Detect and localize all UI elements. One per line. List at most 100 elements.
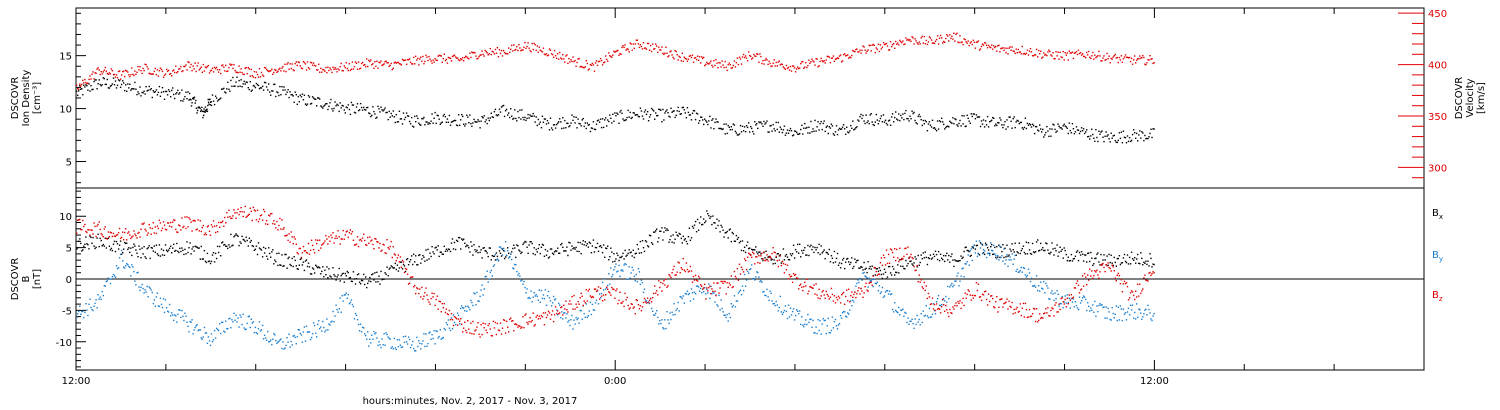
bx-point	[184, 248, 186, 251]
velocity-point	[1111, 58, 1113, 60]
bz-point	[521, 326, 523, 328]
by-point	[617, 270, 619, 272]
velocity-point	[992, 48, 994, 50]
bz-point	[637, 304, 640, 306]
by-point	[932, 303, 935, 305]
bx-point	[636, 243, 638, 246]
bz-point	[644, 301, 647, 303]
bz-point	[209, 234, 212, 236]
ion-density-point	[303, 94, 306, 96]
bx-point	[474, 249, 476, 251]
ion-density-point	[1077, 129, 1080, 131]
bx-point	[285, 253, 287, 256]
velocity-point	[776, 65, 778, 67]
bx-point	[806, 254, 808, 256]
velocity-right-axis-label: Velocity	[1465, 78, 1476, 117]
by-point	[626, 278, 628, 280]
velocity-point	[150, 73, 152, 75]
velocity-point	[1153, 62, 1155, 64]
ion-density-point	[1081, 130, 1084, 132]
by-point	[1137, 316, 1139, 318]
bx-point	[242, 238, 244, 241]
bx-point	[270, 256, 272, 258]
by-point	[519, 275, 521, 277]
ion-density-point	[289, 91, 291, 93]
ion-density-point	[166, 94, 169, 96]
by-point	[986, 252, 989, 255]
bx-point	[596, 242, 599, 245]
by-point	[93, 305, 95, 307]
velocity-point	[249, 75, 251, 77]
bx-point	[550, 248, 553, 250]
ion-density-point	[819, 123, 821, 125]
bx-point	[665, 229, 667, 232]
bx-point	[1117, 257, 1119, 260]
ion-density-point	[523, 119, 525, 121]
velocity-point	[118, 70, 121, 72]
bx-point	[467, 245, 469, 247]
ion-density-point	[570, 122, 572, 124]
velocity-point	[469, 52, 471, 54]
bx-point	[797, 243, 799, 246]
ion-density-point	[729, 129, 731, 131]
density-left-tick-label: 15	[59, 52, 72, 63]
bx-point	[866, 271, 868, 274]
velocity-point	[899, 39, 901, 42]
ion-density-point	[798, 133, 800, 135]
by-point	[1007, 265, 1009, 267]
bz-point	[389, 245, 391, 248]
ion-density-point	[611, 122, 613, 124]
ion-density-point	[422, 118, 424, 120]
ion-density-point	[965, 125, 967, 127]
by-point	[457, 314, 460, 317]
ion-density-point	[395, 114, 397, 116]
bz-point	[204, 232, 207, 234]
velocity-point	[174, 71, 176, 74]
bz-point	[632, 307, 634, 309]
bx-point	[545, 254, 548, 256]
ion-density-point	[318, 97, 320, 99]
by-point	[76, 316, 78, 318]
ion-density-point	[822, 122, 824, 125]
bx-point	[899, 259, 901, 261]
bx-point	[1118, 255, 1121, 257]
velocity-point	[705, 63, 707, 66]
bx-point	[808, 254, 810, 257]
by-point	[962, 267, 964, 269]
bz-point	[646, 297, 649, 299]
by-point	[1099, 303, 1101, 305]
ion-density-point	[322, 107, 324, 109]
by-point	[629, 277, 631, 279]
bx-point	[557, 247, 559, 249]
bx-point	[813, 251, 815, 254]
by-point	[341, 295, 343, 297]
bz-point	[213, 225, 216, 227]
ion-density-point	[889, 124, 892, 126]
velocity-point	[655, 43, 657, 45]
bx-point	[277, 264, 279, 267]
bx-point	[554, 250, 557, 252]
velocity-point	[564, 61, 566, 63]
bx-point	[723, 236, 725, 238]
by-point	[288, 333, 290, 335]
by-point	[235, 314, 237, 317]
by-point	[217, 329, 220, 332]
velocity-point	[626, 48, 628, 50]
by-point	[568, 319, 570, 322]
by-point	[1097, 310, 1099, 313]
velocity-point	[566, 54, 568, 56]
velocity-point	[1130, 57, 1133, 59]
velocity-point	[956, 32, 958, 35]
by-point	[454, 323, 457, 326]
ion-density-point	[951, 122, 953, 124]
bz-point	[95, 235, 97, 238]
ion-density-point	[292, 95, 294, 97]
bz-point	[189, 218, 191, 221]
bz-point	[417, 288, 419, 290]
velocity-point	[823, 60, 825, 62]
by-point	[390, 347, 392, 349]
ion-density-point	[1011, 127, 1013, 129]
velocity-point	[616, 50, 618, 52]
bx-point	[320, 273, 322, 275]
bx-point	[123, 248, 125, 250]
